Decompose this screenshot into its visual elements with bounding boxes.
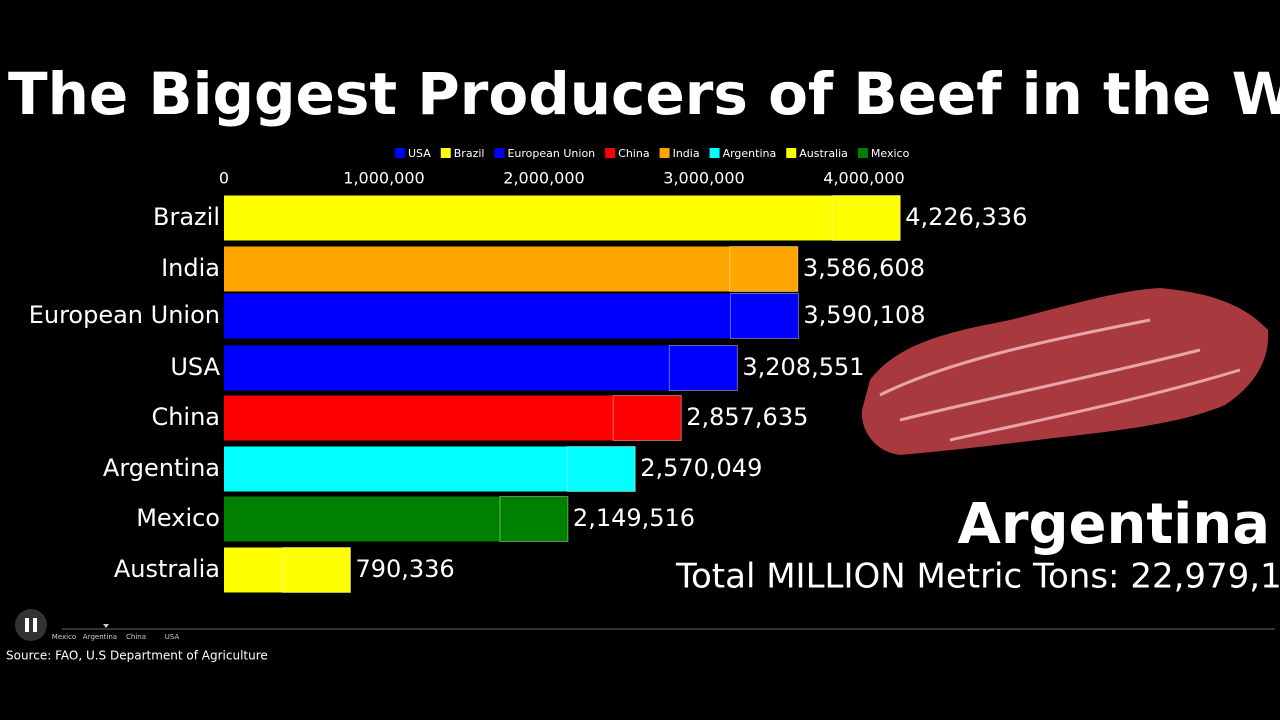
bar [224,246,798,292]
current-label: Argentina [957,492,1270,557]
flag [729,246,799,292]
legend-label: China [618,147,649,160]
legend-swatch [857,148,868,158]
legend-label: USA [408,147,431,160]
legend-swatch [440,148,451,158]
value-label: 2,149,516 [573,504,695,532]
category-label: Brazil [153,203,220,231]
bar [224,293,799,339]
legend-swatch [709,148,720,158]
flag [831,195,901,241]
legend-label: India [673,147,700,160]
beef-image [861,288,1269,455]
value-label: 4,226,336 [905,203,1027,231]
value-label: 2,570,049 [640,454,762,482]
source: Source: FAO, U.S Department of Agricultu… [6,649,268,663]
x-tick-label: 0 [219,169,229,188]
flag [566,446,636,492]
category-label: Argentina [103,454,220,482]
flag [499,496,569,542]
flag [612,395,682,441]
legend-swatch [494,148,505,158]
flag [668,345,738,391]
category-label: USA [170,353,220,381]
legend-swatch [786,148,797,158]
x-tick-label: 4,000,000 [823,169,904,188]
timeline-label: China [126,633,146,641]
value-label: 3,590,108 [803,301,925,329]
flag [281,547,351,593]
legend-label: Brazil [454,147,485,160]
category-label: China [151,403,220,431]
timeline-label: USA [165,633,180,641]
legend-swatch [395,148,405,158]
timeline-label: Mexico [52,633,76,641]
total-label: Total MILLION Metric Tons: 22,979,139 [675,557,1280,597]
legend-label: Mexico [871,147,910,160]
value-label: 2,857,635 [686,403,808,431]
legend-swatch [659,148,670,158]
timeline-label: Argentina [83,633,117,641]
beef-marbling [879,318,1241,442]
beef-shape [861,288,1269,455]
bar [224,195,901,241]
pause-button[interactable] [15,609,47,641]
bar [224,345,738,391]
pause-icon [33,618,37,632]
x-tick-label: 3,000,000 [663,169,744,188]
x-tick-label: 2,000,000 [503,169,584,188]
chart-title: The Biggest Producers of Beef in the Wor… [8,60,1280,128]
pause-icon [25,618,29,632]
legend-label: European Union [507,147,595,160]
category-label: Mexico [136,504,220,532]
flag [729,293,799,339]
legend-swatch [605,148,616,158]
bar [224,395,682,441]
category-label: Australia [114,555,220,583]
bar [224,446,636,492]
category-label: India [161,254,220,282]
value-label: 3,586,608 [803,254,925,282]
legend-label: Argentina [723,147,777,160]
timeline-cursor [103,624,109,628]
x-tick-label: 1,000,000 [343,169,424,188]
legend-label: Australia [799,147,848,160]
category-label: European Union [29,301,220,329]
value-label: 3,208,551 [742,353,864,381]
value-label: 790,336 [355,555,454,583]
